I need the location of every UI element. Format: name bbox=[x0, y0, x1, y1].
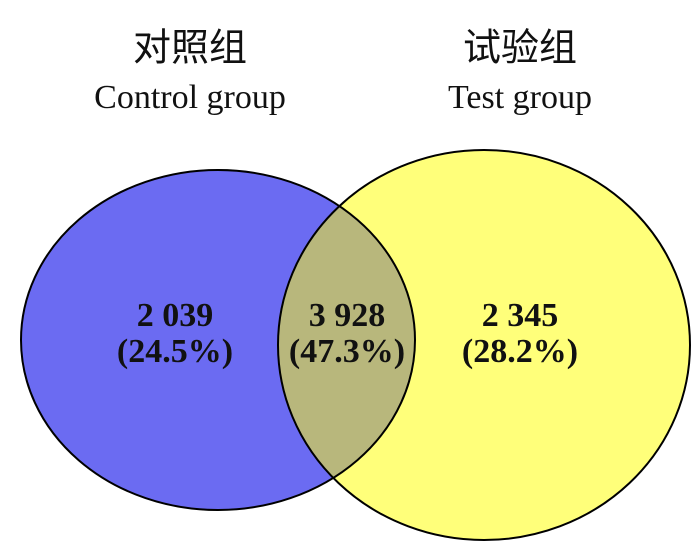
set-outline bbox=[20, 169, 416, 511]
region-count: 3 928 bbox=[309, 297, 386, 334]
region-count: 2 039 bbox=[137, 297, 214, 334]
region-percent: (47.3%) bbox=[289, 333, 405, 370]
set-title: 试验组 bbox=[463, 28, 577, 70]
set-title-en: Test group bbox=[448, 79, 592, 116]
region-percent: (24.5%) bbox=[117, 333, 233, 370]
set-title-en: Control group bbox=[94, 79, 286, 116]
set-outline bbox=[277, 149, 691, 541]
region-count: 2 345 bbox=[482, 297, 559, 334]
set-title: 对照组 bbox=[133, 28, 247, 70]
region-percent: (28.2%) bbox=[462, 333, 578, 370]
